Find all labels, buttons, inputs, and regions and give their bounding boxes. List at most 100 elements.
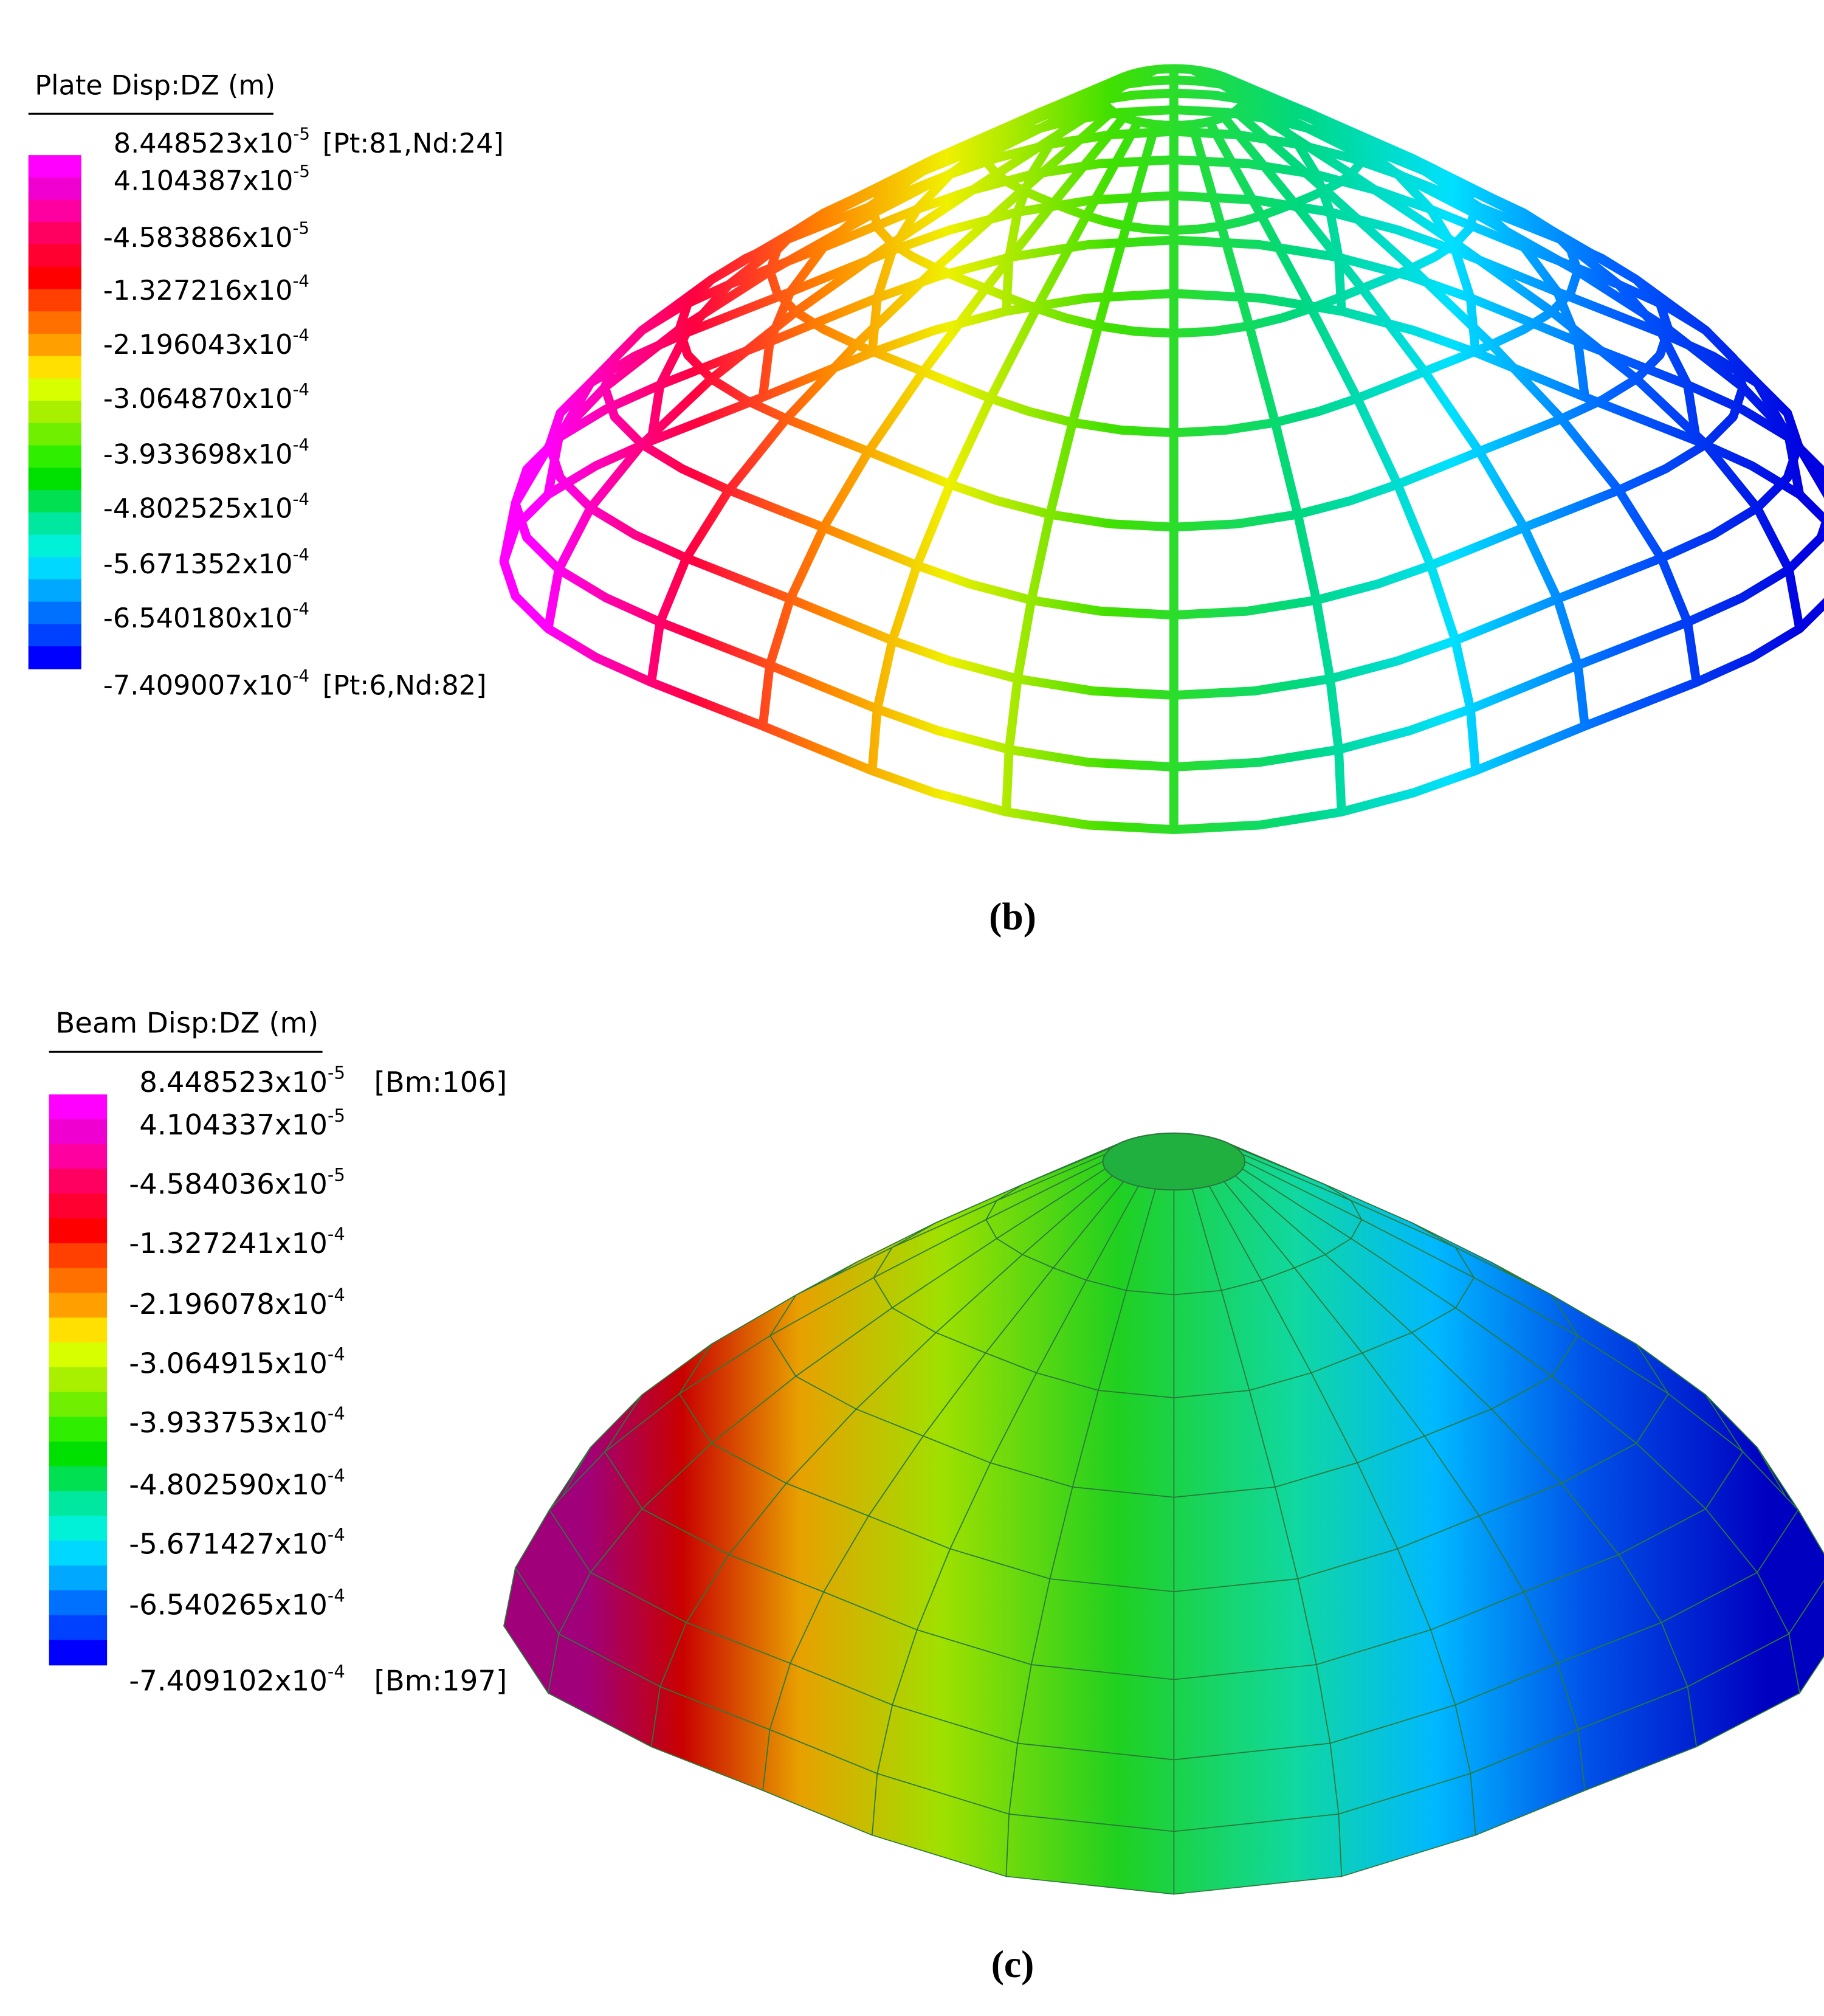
legend-label: -1.327216x10-4 <box>103 271 309 306</box>
legend-band <box>28 401 81 424</box>
legend-band <box>49 1466 108 1492</box>
label-mantissa: -2.196043x10 <box>103 329 293 361</box>
legend-band <box>28 333 81 357</box>
legend-band <box>49 1640 108 1666</box>
legend-band <box>28 155 81 178</box>
legend-band <box>28 445 81 469</box>
label-exponent: -4 <box>292 599 309 619</box>
label-note: [Pt:81,Nd:24] <box>323 128 504 159</box>
legend-band <box>28 646 81 669</box>
legend-label: -2.196078x10-4 <box>129 1285 345 1321</box>
label-exponent: -4 <box>292 489 309 509</box>
label-mantissa: -2.196078x10 <box>129 1288 328 1321</box>
beam-ring <box>981 75 1366 235</box>
legend-label: -4.802525x10-4 <box>103 489 309 524</box>
legend-label: -7.409102x10-4 <box>129 1661 345 1697</box>
legend-label: -6.540180x10-4 <box>103 599 309 634</box>
caption: (c) <box>991 1942 1034 1986</box>
legend-band <box>49 1293 108 1319</box>
panel: Plate Disp:DZ (m)8.448523x10-5 [Pt:81,Nd:… <box>28 64 1824 938</box>
legend-band <box>49 1119 108 1145</box>
label-exponent: -4 <box>328 1344 345 1364</box>
label-exponent: -4 <box>328 1525 345 1545</box>
legend-label: -4.802590x10-4 <box>129 1465 345 1502</box>
label-mantissa: 8.448523x10 <box>139 1066 328 1099</box>
label-exponent: -5 <box>292 218 309 238</box>
legend-band <box>49 1367 108 1393</box>
top-ring <box>1102 1132 1246 1191</box>
label-exponent: -4 <box>292 325 309 345</box>
label-exponent: -5 <box>328 1063 345 1083</box>
label-mantissa: -5.671352x10 <box>103 548 293 580</box>
wireframe-model <box>499 64 1824 835</box>
surface-cell <box>1030 1578 1175 1680</box>
legend-band <box>28 289 81 312</box>
beam-ring <box>675 126 1673 532</box>
legend-band <box>28 512 81 536</box>
beam-ring <box>499 289 1824 835</box>
label-mantissa: 8.448523x10 <box>114 128 294 159</box>
panel: Beam Disp:DZ (m)8.448523x10-5 [Bm:106]4.1… <box>49 1007 1824 1986</box>
label-mantissa: -7.409102x10 <box>129 1665 328 1698</box>
legend-band <box>28 378 81 402</box>
legend: Beam Disp:DZ (m)8.448523x10-5 [Bm:106]4.1… <box>49 1007 507 1698</box>
label-exponent: -4 <box>292 666 309 686</box>
legend: Plate Disp:DZ (m)8.448523x10-5 [Pt:81,Nd:… <box>28 69 504 701</box>
legend-label: -1.327241x10-4 <box>129 1224 345 1260</box>
legend-band <box>49 1317 108 1344</box>
label-mantissa: -7.409007x10 <box>103 669 293 701</box>
label-exponent: -4 <box>292 271 309 291</box>
caption: (b) <box>989 895 1036 938</box>
legend-band <box>49 1392 108 1418</box>
label-mantissa: -3.064915x10 <box>129 1348 328 1381</box>
legend-band <box>28 356 81 379</box>
legend-band <box>28 266 81 290</box>
legend-band <box>28 557 81 580</box>
legend-band <box>28 222 81 246</box>
label-mantissa: -4.802525x10 <box>103 493 293 525</box>
legend-label: 8.448523x10-5 <box>139 1063 345 1099</box>
legend-band <box>49 1094 108 1120</box>
legend-label: -7.409007x10-4 <box>103 666 309 701</box>
label-exponent: -4 <box>328 1403 345 1424</box>
label-exponent: -4 <box>328 1585 345 1606</box>
legend-label: -3.933753x10-4 <box>129 1403 345 1440</box>
label-exponent: -4 <box>328 1661 345 1682</box>
legend-band <box>49 1516 108 1542</box>
legend-band <box>28 601 81 625</box>
legend-band <box>49 1342 108 1368</box>
label-mantissa: -6.540180x10 <box>103 602 293 634</box>
legend-band <box>28 423 81 446</box>
legend-band <box>49 1417 108 1443</box>
label-exponent: -4 <box>292 545 309 565</box>
label-exponent: -4 <box>292 379 309 399</box>
surface-cell <box>1173 1486 1299 1592</box>
surface-cell <box>1005 1813 1175 1895</box>
label-mantissa: 4.104337x10 <box>139 1109 328 1142</box>
legend-band <box>28 534 81 558</box>
label-exponent: -5 <box>328 1105 345 1126</box>
surface-cell <box>1173 1578 1317 1680</box>
legend-band <box>49 1615 108 1641</box>
label-mantissa: -1.327241x10 <box>129 1227 328 1260</box>
label-mantissa: -4.583886x10 <box>103 222 293 254</box>
label-exponent: -4 <box>328 1224 345 1244</box>
legend-label: -2.196043x10-4 <box>103 325 309 361</box>
label-mantissa: -6.540265x10 <box>129 1589 328 1622</box>
legend-title: Beam Disp:DZ (m) <box>55 1007 318 1040</box>
legend-band <box>28 177 81 201</box>
legend-title: Plate Disp:DZ (m) <box>35 69 275 101</box>
legend-band <box>49 1441 108 1468</box>
label-exponent: -4 <box>292 435 309 455</box>
legend-band <box>49 1541 108 1567</box>
label-mantissa: -1.327216x10 <box>103 275 293 306</box>
label-exponent: -4 <box>328 1465 345 1486</box>
legend-label: -3.064870x10-4 <box>103 379 309 415</box>
legend-band <box>28 199 81 223</box>
beam-ring <box>600 155 1747 620</box>
label-exponent: -5 <box>293 161 310 181</box>
legend-band <box>49 1169 108 1195</box>
legend-band <box>28 311 81 334</box>
label-mantissa: -3.933753x10 <box>129 1407 328 1440</box>
